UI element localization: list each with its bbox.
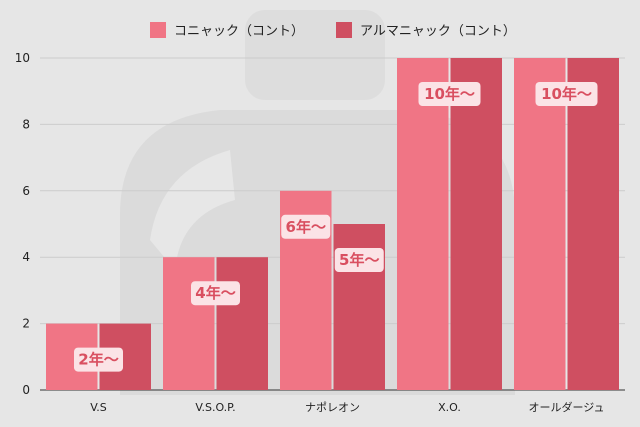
legend-swatch [150, 22, 166, 38]
y-tick-label: 4 [22, 250, 30, 264]
legend-label: コニャック（コント） [174, 24, 304, 39]
x-axis-ticks: V.S V.S.O.P. ナポレオン X.O. オールダージュ [90, 400, 604, 414]
data-label-badge [74, 347, 123, 372]
data-label-badge [191, 281, 240, 306]
bar-armagnac [450, 58, 502, 390]
data-label: 10年〜 [541, 85, 592, 103]
y-tick-label: 8 [22, 117, 30, 131]
y-axis-ticks: 0 2 4 6 8 10 [15, 51, 30, 397]
data-label: 5年〜 [339, 251, 379, 269]
bar-cognac [397, 58, 449, 390]
legend: コニャック（コント） アルマニャック（コント） [150, 22, 516, 39]
y-tick-label: 6 [22, 184, 30, 198]
data-label-badge [334, 248, 384, 272]
legend-swatch [336, 22, 352, 38]
legend-label: アルマニャック（コント） [360, 24, 516, 39]
bottle-shine [150, 150, 235, 270]
x-tick-label: V.S [90, 401, 107, 414]
y-tick-label: 10 [15, 51, 30, 65]
bar-armagnac [216, 257, 268, 390]
data-label: 2年〜 [78, 351, 118, 369]
x-tick-label: ナポレオン [305, 401, 360, 414]
bar-cognac [514, 58, 566, 390]
data-label: 10年〜 [424, 85, 475, 103]
y-tick-label: 2 [22, 317, 30, 331]
data-label-badge [281, 214, 331, 239]
y-tick-label: 0 [22, 383, 30, 397]
bar-armagnac [567, 58, 619, 390]
data-label: 4年〜 [195, 284, 235, 302]
data-label-badge [535, 82, 598, 106]
bar-cognac [163, 257, 215, 390]
data-label: 6年〜 [286, 218, 326, 236]
data-label-badge [418, 82, 481, 106]
x-tick-label: V.S.O.P. [195, 401, 235, 414]
x-tick-label: オールダージュ [528, 400, 604, 414]
x-tick-label: X.O. [438, 401, 461, 414]
data-labels: 2年〜 4年〜 6年〜 5年〜 10年〜 10年〜 [74, 82, 598, 372]
